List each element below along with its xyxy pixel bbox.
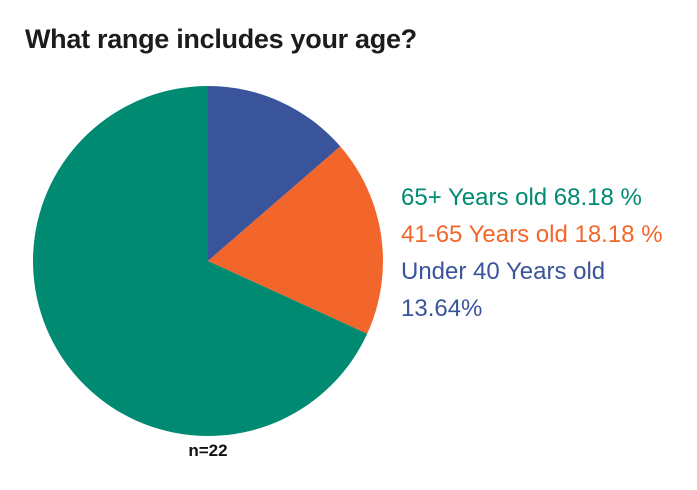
legend-item-under-40: Under 40 Years old 13.64%	[401, 258, 606, 322]
pie-slice-65-plus	[33, 86, 368, 436]
chart-title: What range includes your age?	[25, 24, 417, 54]
sample-size-label: n=22	[188, 441, 228, 460]
pie-slice-under-40	[208, 86, 341, 261]
pie-slice-41-65	[208, 146, 383, 334]
legend-item-65-plus: 65+ Years old 68.18 %	[401, 184, 642, 211]
legend: 65+ Years old 68.18 % 41-65 Years old 18.…	[401, 179, 693, 327]
legend-item-41-65: 41-65 Years old 18.18 %	[401, 221, 663, 248]
pie-chart	[33, 86, 383, 436]
